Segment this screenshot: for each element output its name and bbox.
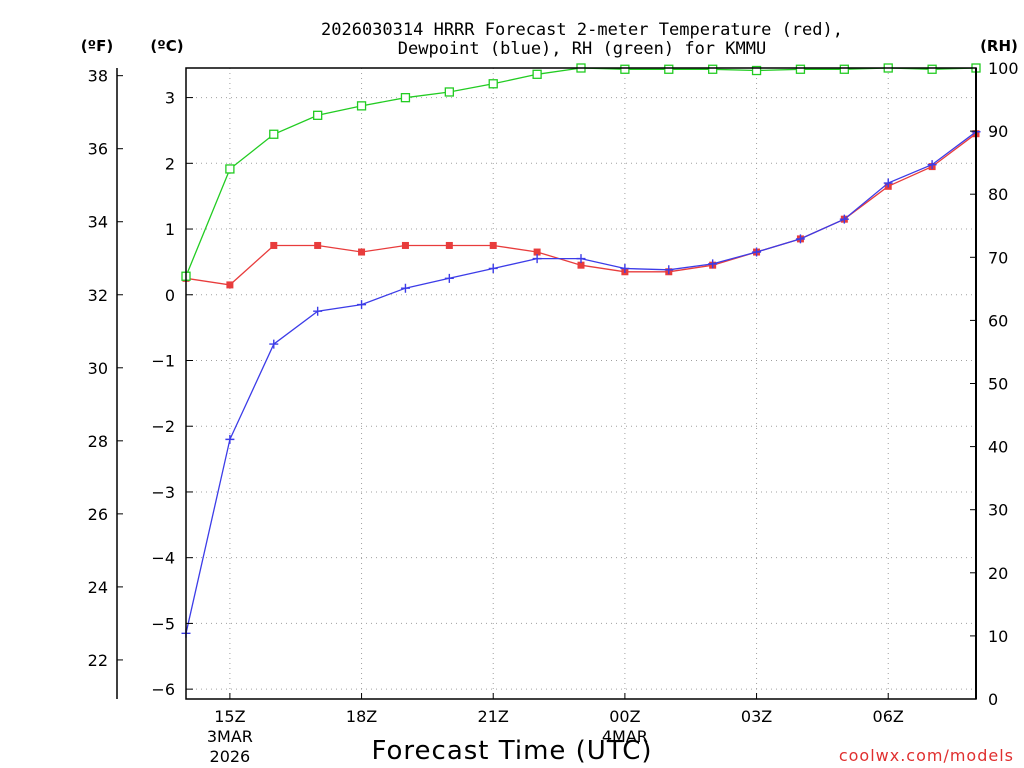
celsius-tick-label: −1 <box>151 351 175 370</box>
x-tick-date-label: 3MAR <box>207 727 253 746</box>
fahrenheit-tick-label: 36 <box>88 140 108 159</box>
fahrenheit-tick-label: 28 <box>88 432 108 451</box>
fahrenheit-tick-label: 24 <box>88 578 108 597</box>
rh-tick-label: 80 <box>988 185 1008 204</box>
celsius-tick-label: −3 <box>151 483 175 502</box>
chart-title-line2: Dewpoint (blue), RH (green) for KMMU <box>398 39 766 59</box>
rh-point <box>664 64 674 74</box>
rh-point <box>400 93 411 103</box>
dewpoint-point <box>357 300 367 310</box>
rh-tick-label: 20 <box>988 564 1008 583</box>
x-tick-label: 03Z <box>741 707 772 726</box>
dewpoint-point <box>708 259 718 269</box>
grid-lines <box>186 68 976 699</box>
temperature-point <box>358 248 366 256</box>
celsius-tick-label: 0 <box>165 286 175 305</box>
chart-title-line1: 2026030314 HRRR Forecast 2-meter Tempera… <box>321 20 843 40</box>
rh-tick-label: 90 <box>988 122 1008 141</box>
celsius-tick-label: 2 <box>165 154 175 173</box>
dewpoint-point <box>795 234 805 244</box>
x-tick-year-label: 2026 <box>210 747 251 766</box>
dewpoint-point <box>576 254 586 264</box>
temperature-point <box>401 241 409 249</box>
fahrenheit-tick-label: 32 <box>88 286 108 305</box>
rh-point <box>532 69 542 79</box>
celsius-unit-label: (ºC) <box>150 37 183 55</box>
rh-point <box>839 64 849 74</box>
dewpoint-point <box>752 247 762 257</box>
fahrenheit-tick-label: 34 <box>88 213 108 232</box>
credit-label: coolwx.com/models <box>839 746 1014 765</box>
dewpoint-point <box>532 254 542 264</box>
dewpoint-point <box>488 263 498 273</box>
rh-unit-label: (RH) <box>980 37 1018 55</box>
rh-tick-label: 10 <box>988 627 1008 646</box>
temperature-point <box>226 281 234 289</box>
rh-tick-label: 30 <box>988 501 1008 520</box>
rh-point <box>269 129 279 139</box>
rh-point <box>751 65 762 76</box>
dewpoint-point <box>664 265 674 275</box>
x-tick-date-label: 4MAR <box>602 727 648 746</box>
dewpoint-point <box>313 306 323 316</box>
rh-point <box>313 110 323 120</box>
rh-tick-label: 60 <box>988 311 1008 330</box>
dewpoint-point <box>839 214 849 224</box>
x-tick-label: 21Z <box>478 707 509 726</box>
temperature-point <box>270 241 278 249</box>
rh-point <box>795 64 806 74</box>
dewpoint-point <box>927 160 937 170</box>
celsius-tick-label: 3 <box>165 89 175 108</box>
temperature-point <box>577 261 585 269</box>
celsius-tick-label: −4 <box>151 549 175 568</box>
rh-tick-label: 50 <box>988 375 1008 394</box>
x-tick-label: 00Z <box>609 707 640 726</box>
x-axis-label: Forecast Time (UTC) <box>371 736 652 766</box>
rh-point <box>927 64 937 74</box>
rh-tick-label: 0 <box>988 690 998 709</box>
rh-point <box>225 164 235 174</box>
dewpoint-point <box>269 339 279 349</box>
x-tick-label: 15Z <box>214 707 245 726</box>
series-layer <box>181 63 981 638</box>
fahrenheit-tick-label: 30 <box>88 359 108 378</box>
rh-tick-label: 70 <box>988 248 1008 267</box>
fahrenheit-unit-label: (ºF) <box>81 37 113 55</box>
x-tick-label: 18Z <box>346 707 377 726</box>
temperature-point <box>533 248 541 256</box>
celsius-tick-label: −2 <box>151 417 175 436</box>
rh-point <box>356 101 367 111</box>
rh-tick-label: 100 <box>988 59 1019 78</box>
temperature-point <box>314 241 322 249</box>
fahrenheit-tick-label: 26 <box>88 505 108 524</box>
fahrenheit-tick-label: 22 <box>88 651 108 670</box>
x-tick-label: 06Z <box>873 707 904 726</box>
dewpoint-point <box>620 263 630 273</box>
rh-point <box>488 79 498 89</box>
rh-point <box>708 64 718 74</box>
dewpoint-point <box>400 283 410 293</box>
plot-frame <box>185 67 977 700</box>
rh-tick-label: 40 <box>988 438 1008 457</box>
celsius-tick-label: 1 <box>165 220 175 239</box>
temperature-point <box>445 241 453 249</box>
fahrenheit-tick-label: 38 <box>88 67 108 86</box>
dewpoint-point <box>883 178 893 188</box>
celsius-tick-label: −5 <box>151 614 175 633</box>
rh-point <box>444 87 454 97</box>
temperature-point <box>489 241 497 249</box>
dewpoint-point <box>225 434 235 444</box>
celsius-tick-label: −6 <box>151 680 175 699</box>
rh-point <box>620 64 630 74</box>
dewpoint-point <box>444 273 454 283</box>
